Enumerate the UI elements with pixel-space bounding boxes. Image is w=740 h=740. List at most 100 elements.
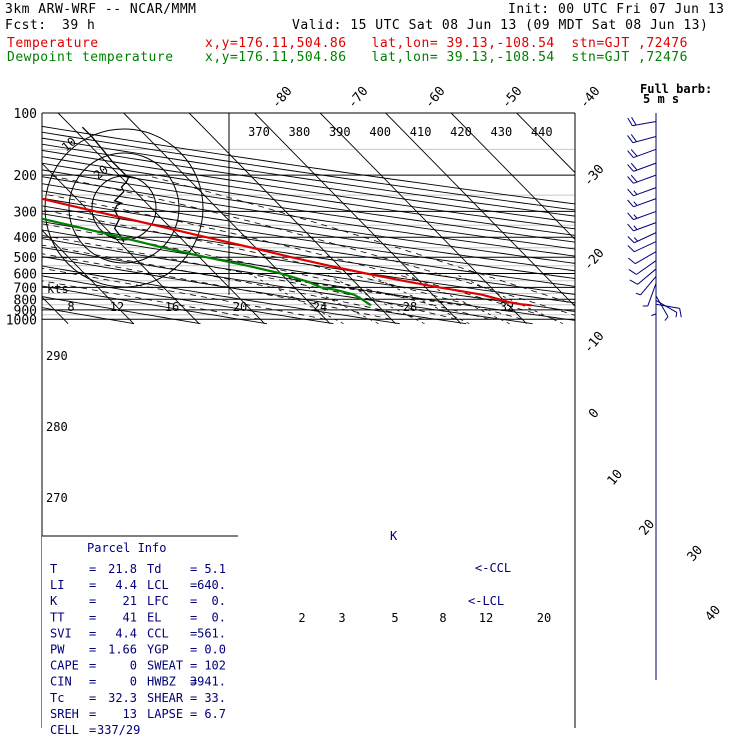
wind-barb — [642, 283, 657, 307]
parcel-key: K — [50, 594, 58, 608]
barb-flag — [627, 150, 634, 158]
theta-low-label: 280 — [46, 420, 68, 434]
valid-time: Valid: 15 UTC Sat 08 Jun 13 (09 MDT Sat … — [292, 18, 709, 33]
dry-adiabat — [42, 131, 575, 211]
hodo-ring — [91, 175, 157, 241]
parcel-value: 4.4 — [115, 626, 137, 640]
parcel-key: Td — [147, 562, 161, 576]
parcel-equals: = — [89, 675, 96, 689]
pressure-tick-label: 100 — [14, 107, 37, 122]
parcel-equals: = — [89, 659, 96, 673]
dry-adiabat — [42, 176, 575, 257]
dry-adiabat — [42, 238, 575, 321]
isotherm-line — [450, 113, 575, 241]
parcel-value: 6.7 — [204, 707, 226, 721]
theta-label: 440 — [531, 125, 553, 139]
pressure-tick-label: 500 — [14, 251, 37, 266]
isotherm-label: -60 — [422, 84, 449, 112]
parcel-value: 561. — [197, 626, 226, 640]
parcel-value: 33. — [204, 691, 226, 705]
temperature-trace — [42, 197, 532, 307]
barb-flag — [633, 225, 638, 230]
mixing-ratio-line — [248, 273, 344, 325]
parcel-equals: = — [89, 691, 96, 705]
parcel-panel-background — [42, 536, 238, 728]
isotherm-label: -80 — [269, 84, 296, 112]
parcel-value: 0.0 — [204, 643, 226, 657]
pressure-tick-label: 800 — [14, 293, 37, 308]
dry-adiabat — [42, 246, 533, 325]
barb-flag — [627, 245, 635, 253]
parcel-value: 21 — [123, 594, 137, 608]
isotherm-label: 10 — [605, 467, 627, 489]
dry-adiabat — [42, 285, 268, 325]
pressure-tick-label: 600 — [14, 268, 37, 283]
parcel-equals: = — [190, 578, 197, 592]
wind-barb — [627, 241, 657, 253]
isotherm-line — [42, 162, 200, 324]
moist-adiabat — [42, 280, 261, 320]
wind-barb — [629, 268, 657, 285]
barb-flag — [664, 316, 669, 321]
moist-adiabat — [42, 244, 425, 320]
dry-adiabat — [42, 149, 575, 230]
hodo-speed-label: 12 — [110, 300, 124, 314]
pressure-tick-label: 700 — [14, 281, 37, 296]
barb-flag — [628, 269, 637, 275]
plot-frame — [41, 112, 576, 728]
barb-flag — [630, 162, 638, 171]
wind-barb — [627, 198, 657, 208]
pressure-tick-label: 900 — [14, 304, 37, 319]
dry-adiabat — [42, 296, 201, 325]
dry-adiabat — [42, 307, 135, 325]
dry-adiabat — [42, 265, 400, 325]
isotherm-line — [254, 113, 462, 324]
temperature-location-info: x,y=176.11,504.86 lat,lon= 39.13,-108.54… — [205, 36, 688, 51]
model-title: 3km ARW-WRF -- NCAR/MMM — [5, 2, 197, 17]
mixing-ratio-label: 5 — [391, 611, 398, 625]
dry-adiabat — [42, 156, 575, 236]
barb-shaft — [632, 136, 657, 144]
mixing-ratio-label: 12 — [479, 611, 493, 625]
barb-shaft — [633, 148, 657, 159]
wind-barb — [627, 187, 657, 197]
parcel-key: HWBZ — [147, 675, 176, 689]
parcel-equals: = — [89, 626, 96, 640]
parcel-equals: = — [190, 610, 197, 624]
forecast-label: Fcst: — [5, 18, 47, 33]
parcel-equals: = — [190, 626, 197, 640]
barb-shaft — [640, 276, 657, 296]
parcel-value: 4.4 — [115, 578, 137, 592]
isotherm-line — [516, 113, 575, 174]
barb-shaft — [637, 268, 657, 285]
barb-flag — [627, 212, 634, 220]
isotherm-line — [319, 113, 527, 324]
parcel-value: 5.1 — [204, 562, 226, 576]
lcl-marker: <-LCL — [468, 594, 504, 608]
barb-flag — [627, 176, 634, 184]
full-barb-label: Full barb: — [640, 82, 712, 96]
parcel-equals: = — [89, 594, 96, 608]
parcel-key: SREH — [50, 707, 79, 721]
hodo-ring — [68, 152, 180, 264]
wind-barb — [628, 260, 657, 275]
parcel-value: 32.3 — [108, 691, 137, 705]
isotherm-line — [385, 113, 575, 307]
cell-label: CELL — [50, 723, 79, 737]
parcel-key: Tc — [50, 691, 64, 705]
parcel-key: PW — [50, 643, 65, 657]
parcel-key: T — [50, 562, 57, 576]
wind-barb — [651, 289, 657, 317]
parcel-key: CAPE — [50, 659, 79, 673]
cell-value: 337/29 — [97, 723, 140, 737]
theta-low-label: 270 — [46, 491, 68, 505]
mixing-ratio-line — [366, 273, 470, 325]
barb-shaft — [634, 251, 657, 265]
barb-shaft — [636, 260, 657, 275]
theta-low-label: 290 — [46, 349, 68, 363]
barb-shaft — [647, 283, 657, 307]
barb-shaft — [655, 303, 680, 309]
wind-barb — [635, 276, 657, 296]
parcel-key: LI — [50, 578, 64, 592]
